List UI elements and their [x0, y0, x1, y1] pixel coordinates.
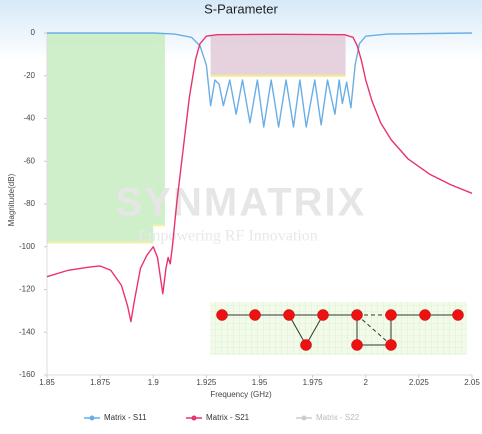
resonator [249, 309, 261, 321]
y-tick-label: -80 [23, 199, 35, 208]
y-tick-label: -60 [23, 156, 35, 165]
y-tick-label: -20 [23, 71, 35, 80]
x-tick-label: 2.05 [464, 378, 480, 387]
resonator [385, 339, 397, 351]
spec-region [210, 35, 346, 76]
x-tick-label: 1.9 [148, 378, 160, 387]
y-tick-label: -160 [19, 370, 36, 379]
y-tick-label: -100 [19, 242, 36, 251]
resonator [317, 309, 329, 321]
resonator [452, 309, 464, 321]
resonator [385, 309, 397, 321]
resonator [216, 309, 228, 321]
resonator [300, 339, 312, 351]
x-tick-label: 2 [364, 378, 369, 387]
x-tick-label: 1.975 [303, 378, 324, 387]
y-tick-label: 0 [31, 28, 36, 37]
legend-marker [89, 415, 95, 421]
x-axis-label: Frequency (GHz) [210, 390, 272, 399]
legend-marker [301, 415, 307, 421]
resonator [283, 309, 295, 321]
watermark-title: SYNMATRIX [116, 181, 367, 225]
x-tick-label: 1.925 [196, 378, 217, 387]
spec-region [47, 33, 154, 243]
x-tick-label: 2.025 [409, 378, 430, 387]
y-axis-label: Magnitude(dB) [7, 173, 16, 226]
series-line [47, 32, 473, 128]
chart-title: S-Parameter [204, 1, 278, 16]
resonator [351, 309, 363, 321]
spec-region [153, 33, 165, 226]
series-line [46, 33, 473, 323]
legend-label: Matrix - S22 [316, 413, 360, 422]
x-tick-label: 1.85 [39, 378, 55, 387]
y-tick-label: -120 [19, 285, 36, 294]
watermark-subtitle: Empowering RF Innovation [138, 228, 318, 245]
legend-marker [191, 415, 197, 421]
legend-label: Matrix - S11 [104, 413, 147, 422]
legend-label: Matrix - S21 [206, 413, 250, 422]
resonator [351, 339, 363, 351]
x-tick-label: 1.95 [252, 378, 268, 387]
coupling-diagram [210, 302, 467, 355]
y-tick-label: -140 [19, 327, 36, 336]
x-tick-label: 1.875 [90, 378, 111, 387]
resonator [419, 309, 431, 321]
diagram-background [210, 302, 467, 355]
y-tick-label: -40 [23, 114, 35, 123]
